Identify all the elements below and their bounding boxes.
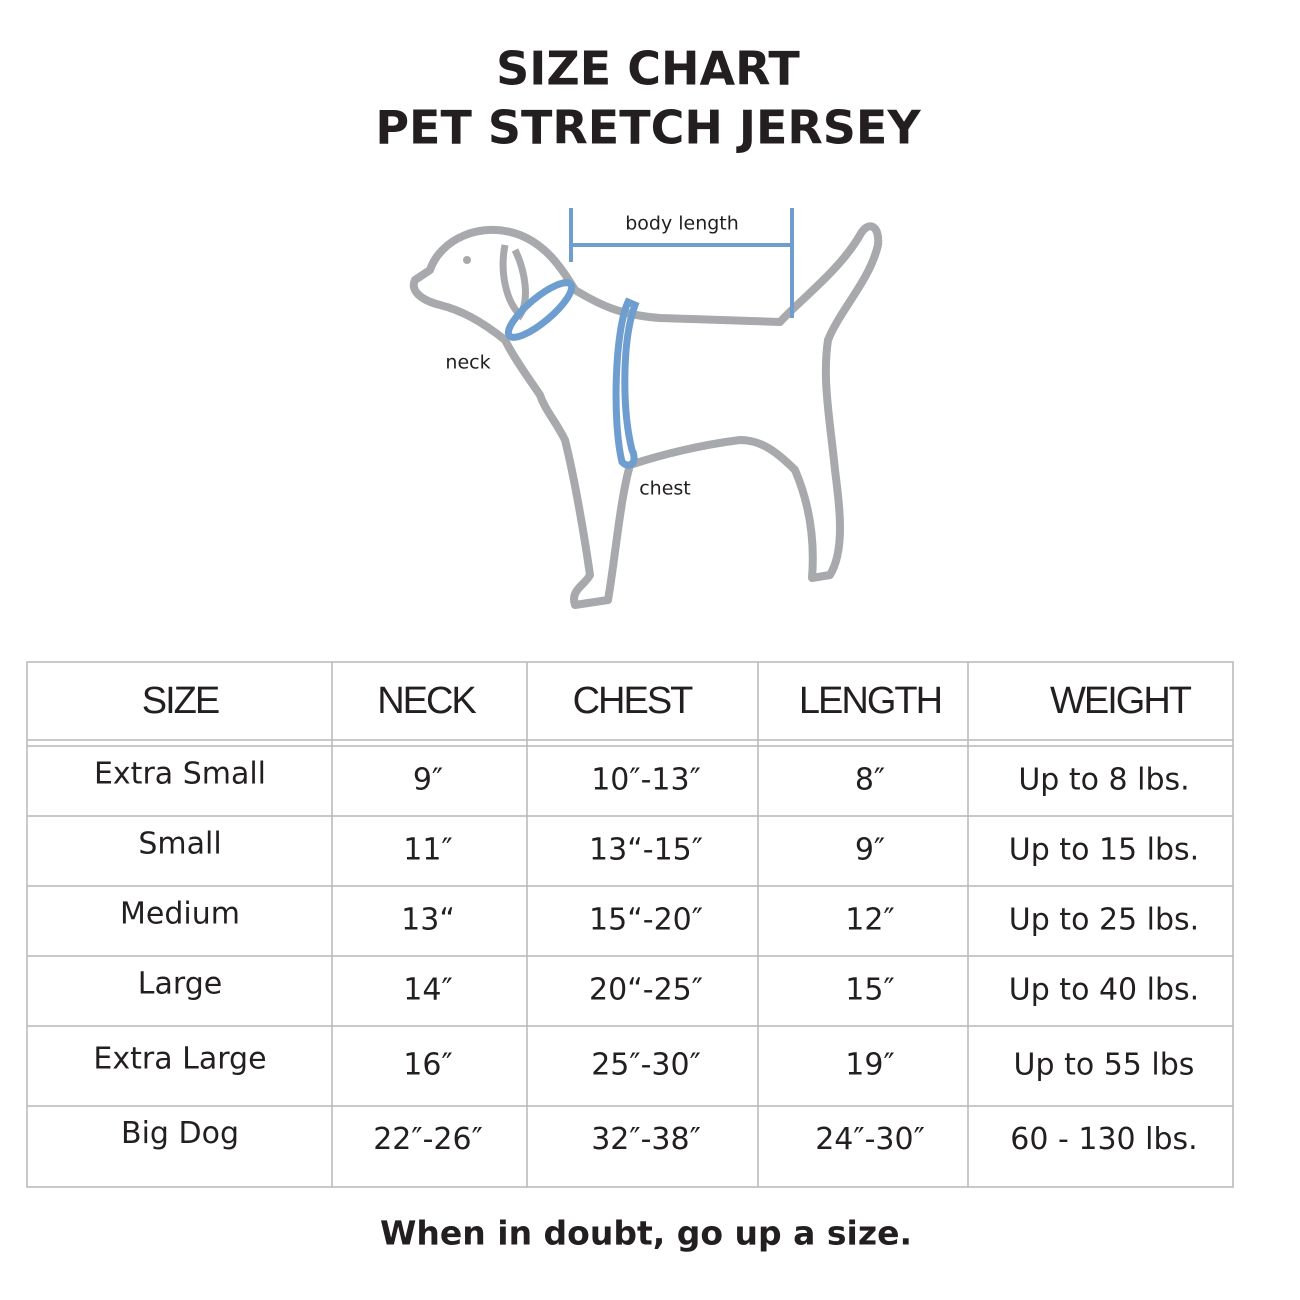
value-cell: 13“ — [401, 903, 455, 938]
value-cell: 16″ — [403, 1048, 452, 1083]
value-cell: 14″ — [403, 973, 452, 1008]
value-cell: 24″-30″ — [815, 1122, 925, 1157]
value-cell: 12″ — [845, 903, 894, 938]
value-cell: 9″ — [413, 763, 443, 798]
subtitle: PET STRETCH JERSEY — [375, 101, 921, 155]
footer-note: When in doubt, go up a size. — [380, 1214, 912, 1253]
chest-loop — [612, 297, 640, 469]
value-cell: 10″-13″ — [591, 763, 701, 798]
value-cell: Up to 40 lbs. — [1009, 973, 1199, 1008]
dog-eye — [463, 256, 471, 264]
column-header: WEIGHT — [1050, 680, 1192, 722]
neck-collar — [504, 279, 576, 341]
value-cell: Up to 55 lbs — [1014, 1048, 1195, 1083]
value-cell: Up to 8 lbs. — [1018, 763, 1189, 798]
value-cell: 32″-38″ — [591, 1122, 701, 1157]
size-cell: Medium — [120, 897, 240, 932]
title: SIZE CHART — [496, 42, 800, 96]
value-cell: 60 - 130 lbs. — [1010, 1122, 1197, 1157]
dog-illustration — [409, 208, 883, 609]
value-cell: 13“-15″ — [589, 833, 703, 868]
size-cell: Small — [138, 827, 221, 862]
chest-label: chest — [639, 478, 691, 500]
column-header: LENGTH — [799, 680, 941, 722]
value-cell: 25″-30″ — [591, 1048, 701, 1083]
size-cell: Large — [138, 967, 222, 1002]
column-header: SIZE — [142, 680, 219, 722]
column-header: CHEST — [573, 680, 694, 722]
size-cell: Extra Small — [94, 757, 266, 792]
value-cell: 15″ — [845, 973, 894, 1008]
value-cell: Up to 15 lbs. — [1009, 833, 1199, 868]
size-table: SIZE NECK CHEST LENGTH WEIGHT Extra Small 9″ 10… — [26, 661, 1234, 1188]
value-cell: 20“-25″ — [589, 973, 703, 1008]
value-cell: 8″ — [855, 763, 885, 798]
body-length-label: body length — [625, 213, 739, 235]
body-length-bracket — [569, 208, 794, 318]
value-cell: 11″ — [403, 833, 452, 868]
value-cell: 9″ — [855, 833, 885, 868]
value-cell: 19″ — [845, 1048, 894, 1083]
dog-outline — [409, 222, 883, 609]
value-cell: 15“-20″ — [589, 903, 703, 938]
column-header: NECK — [377, 680, 476, 722]
neck-label: neck — [445, 352, 490, 374]
size-cell: Extra Large — [93, 1042, 266, 1077]
size-cell: Big Dog — [121, 1116, 239, 1151]
value-cell: 22″-26″ — [373, 1122, 483, 1157]
table-border — [26, 661, 1234, 1188]
value-cell: Up to 25 lbs. — [1009, 903, 1199, 938]
